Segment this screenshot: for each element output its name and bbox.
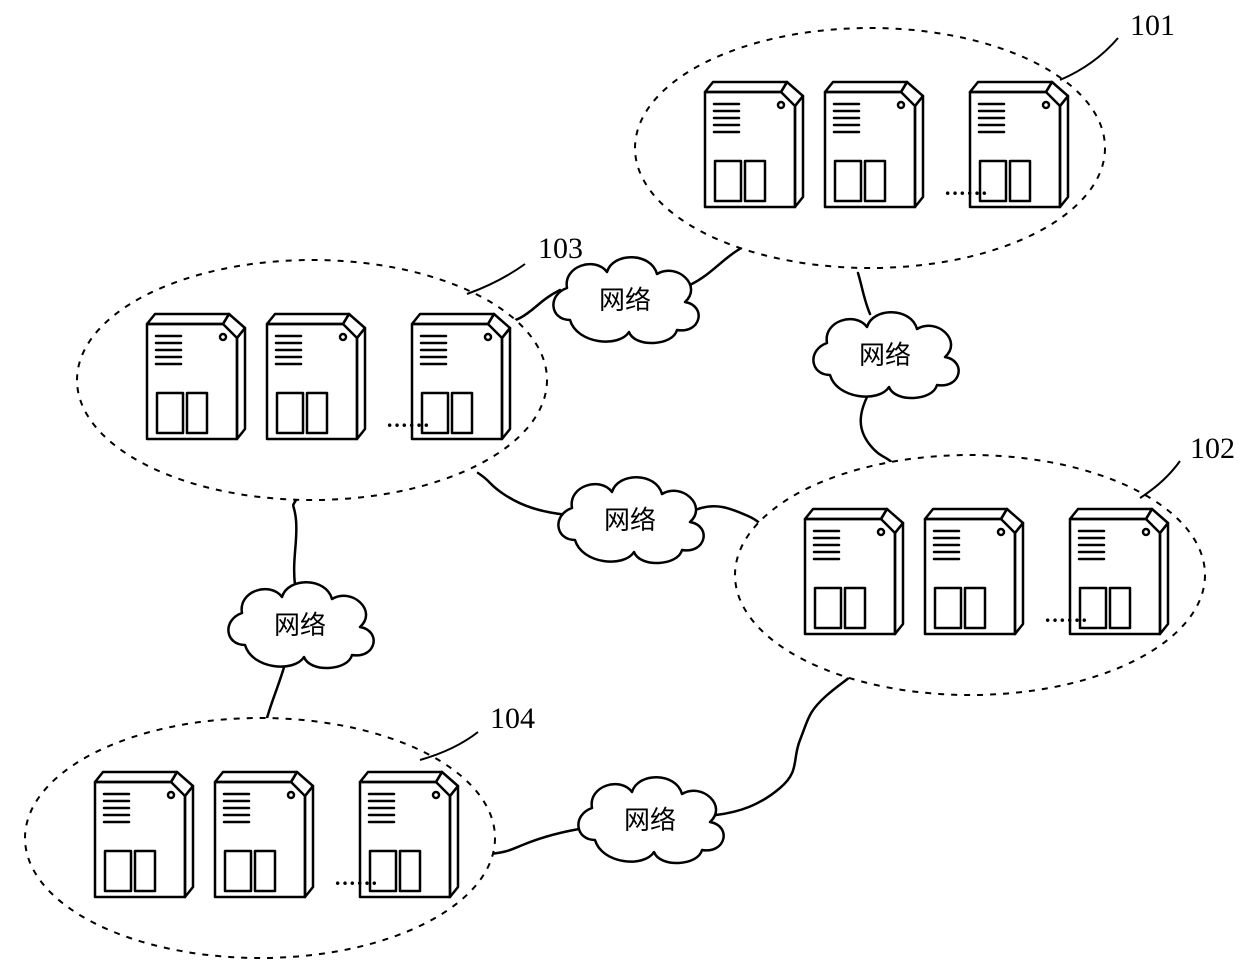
cluster-label-101: 101	[1130, 9, 1175, 42]
ellipsis: ······	[944, 181, 988, 206]
network-link	[478, 473, 568, 515]
cloud-label: 网络	[274, 611, 326, 640]
cluster-label-104: 104	[490, 702, 535, 735]
cluster-label-102: 102	[1190, 432, 1235, 465]
cluster-101: ······ 101	[635, 9, 1175, 268]
network-link	[490, 828, 585, 854]
cluster-103: ······ 103	[77, 232, 583, 500]
network-link	[716, 665, 860, 815]
network-link	[293, 497, 298, 585]
cloud-label: 网络	[624, 806, 676, 835]
cluster-104: ······ 104	[25, 702, 535, 958]
cluster-102: ······ 102	[735, 432, 1235, 695]
network-link	[858, 273, 870, 314]
ellipsis: ······	[334, 871, 378, 896]
ellipsis: ······	[386, 413, 430, 438]
network-link	[861, 395, 896, 468]
leader-line	[1140, 461, 1180, 498]
cluster-label-103: 103	[538, 232, 583, 265]
leader-line	[467, 264, 525, 294]
ellipsis: ······	[1044, 608, 1088, 633]
leader-line	[1060, 38, 1118, 80]
network-cloud: 网络	[553, 257, 698, 343]
network-link	[266, 664, 285, 722]
network-cloud: 网络	[813, 312, 958, 398]
cloud-label: 网络	[859, 341, 911, 370]
cloud-label: 网络	[604, 506, 656, 535]
cloud-label: 网络	[599, 286, 651, 315]
network-cloud: 网络	[578, 777, 723, 863]
network-cloud: 网络	[558, 477, 703, 563]
network-cloud: 网络	[228, 582, 373, 668]
